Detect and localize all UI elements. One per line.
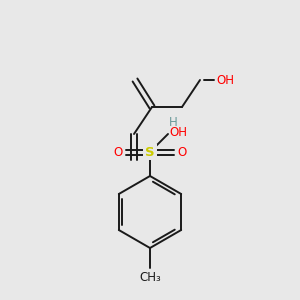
Text: OH: OH [216, 74, 234, 86]
Text: H: H [169, 116, 178, 128]
Text: O: O [177, 146, 186, 158]
Text: S: S [145, 146, 155, 158]
Text: O: O [114, 146, 123, 158]
Text: CH₃: CH₃ [139, 271, 161, 284]
Text: OH: OH [169, 125, 187, 139]
